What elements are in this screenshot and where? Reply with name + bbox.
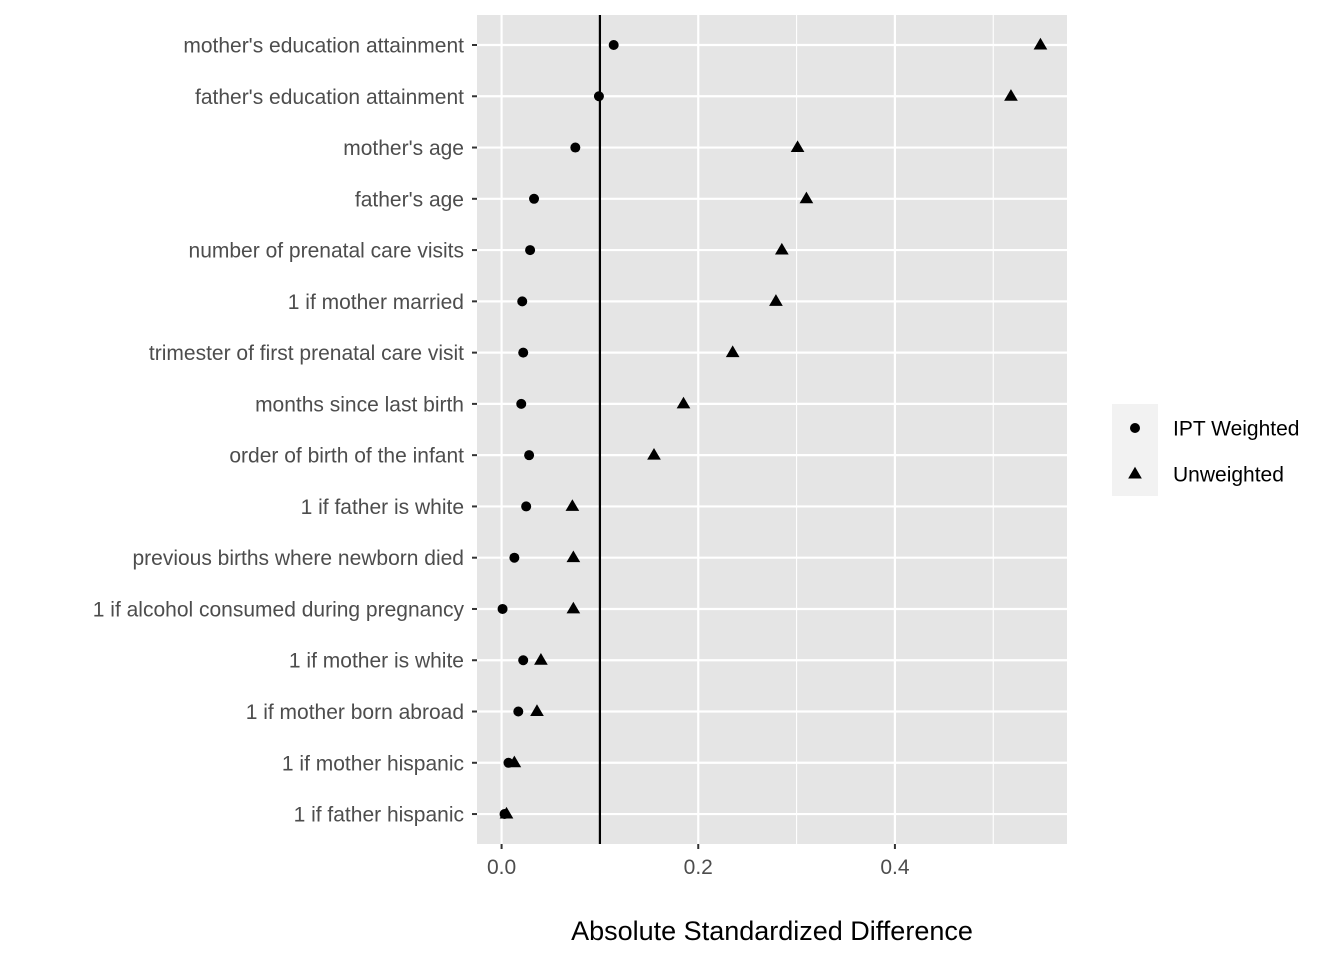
ipt-weighted-point xyxy=(503,757,514,768)
ipt-weighted-point xyxy=(521,501,532,512)
x-tick-label: 0.4 xyxy=(880,856,910,879)
ipt-weighted-point xyxy=(525,245,536,256)
ipt-weighted-point xyxy=(497,603,508,614)
x-axis: 0.0 0.2 0.4 xyxy=(487,844,910,879)
y-axis: mother's education attainment father's ed… xyxy=(93,35,477,827)
unweighted-point xyxy=(725,345,740,358)
x-tick-label: 0.2 xyxy=(684,856,713,879)
unweighted-point xyxy=(534,653,548,665)
ipt-weighted-point xyxy=(518,347,529,358)
data-points xyxy=(497,37,1048,820)
y-tick-label: father's age xyxy=(355,188,464,211)
ipt-weighted-point xyxy=(513,706,524,717)
unweighted-point xyxy=(799,191,814,204)
ipt-weighted-point xyxy=(516,398,527,409)
plot-panel xyxy=(477,15,1067,844)
unweighted-point xyxy=(565,499,580,511)
legend-key-background xyxy=(1112,404,1158,496)
ipt-weighted-point xyxy=(524,450,535,461)
unweighted-point xyxy=(647,447,661,460)
unweighted-point xyxy=(1004,89,1018,101)
x-tick-label: 0.0 xyxy=(487,856,516,879)
unweighted-point xyxy=(790,140,805,153)
unweighted-point xyxy=(1033,37,1048,50)
ipt-weighted-point xyxy=(518,655,529,666)
ipt-weighted-point xyxy=(570,142,581,153)
y-tick-label: 1 if mother married xyxy=(288,291,464,314)
unweighted-point xyxy=(566,550,581,563)
unweighted-point xyxy=(769,294,783,306)
unweighted-point xyxy=(566,601,581,614)
y-tick-label: mother's age xyxy=(343,137,464,160)
unweighted-point xyxy=(530,704,544,716)
grid-lines xyxy=(477,15,1067,844)
y-tick-label: months since last birth xyxy=(255,393,464,416)
ipt-weighted-point xyxy=(509,552,520,563)
y-tick-label: order of birth of the infant xyxy=(229,445,464,468)
unweighted-point xyxy=(774,242,789,255)
legend-label: Unweighted xyxy=(1173,464,1284,487)
x-axis-title: Absolute Standardized Difference xyxy=(571,916,973,946)
legend: IPT Weighted Unweighted xyxy=(1112,404,1299,496)
y-tick-label: 1 if mother hispanic xyxy=(282,752,464,775)
legend-label: IPT Weighted xyxy=(1173,418,1299,441)
ipt-weighted-point xyxy=(593,91,604,102)
ipt-weighted-point xyxy=(529,193,540,204)
legend-circle-marker xyxy=(1130,423,1140,433)
legend-triangle-marker xyxy=(1128,466,1142,479)
y-tick-label: 1 if mother is white xyxy=(289,650,464,673)
y-tick-label: number of prenatal care visits xyxy=(189,240,464,263)
ipt-weighted-point xyxy=(608,40,619,50)
y-tick-label: 1 if alcohol consumed during pregnancy xyxy=(93,598,465,621)
y-tick-label: mother's education attainment xyxy=(183,35,464,58)
y-tick-label: 1 if father is white xyxy=(301,496,464,519)
ipt-weighted-point xyxy=(517,296,528,307)
unweighted-point xyxy=(676,396,691,409)
y-tick-label: 1 if father hispanic xyxy=(294,804,464,827)
y-tick-label: trimester of first prenatal care visit xyxy=(149,342,464,365)
y-tick-label: 1 if mother born abroad xyxy=(246,701,464,724)
y-tick-label: father's education attainment xyxy=(195,86,464,109)
ipt-weighted-point xyxy=(499,809,510,820)
y-tick-label: previous births where newborn died xyxy=(132,547,464,570)
